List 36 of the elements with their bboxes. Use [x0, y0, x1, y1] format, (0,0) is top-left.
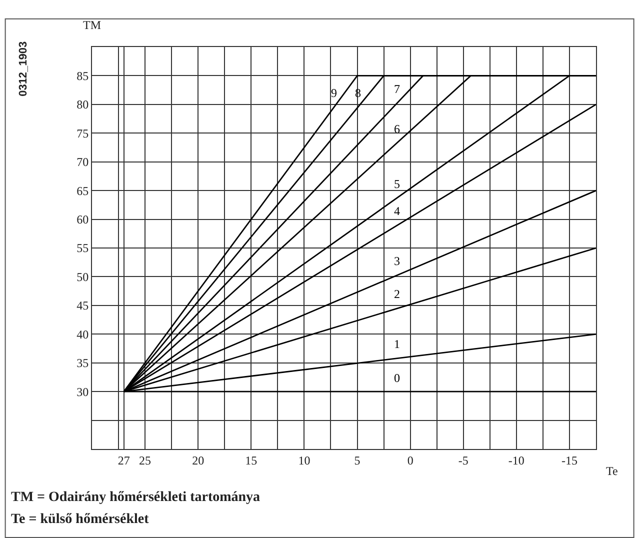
- y-tick-label: 65: [76, 184, 89, 198]
- x-tick-label: -5: [458, 453, 468, 468]
- y-tick-label: 30: [76, 384, 89, 399]
- series-label: 7: [394, 82, 400, 96]
- y-tick-label: 85: [76, 68, 89, 83]
- x-tick-label: 15: [245, 453, 258, 468]
- y-tick-label: 35: [76, 356, 89, 370]
- y-tick-label: 70: [76, 155, 89, 170]
- y-tick-label: 45: [76, 298, 89, 313]
- y-tick-label: 60: [76, 212, 89, 226]
- series-label: 9: [331, 86, 337, 100]
- series-label: 6: [394, 122, 400, 136]
- y-tick-label: 40: [76, 327, 89, 342]
- text: Te = külső hőmérséklet: [11, 512, 150, 527]
- x-tick-label: 5: [354, 453, 360, 468]
- series-label: 2: [394, 287, 400, 301]
- x-tick-label: 10: [298, 453, 310, 468]
- x-tick-label: 25: [139, 453, 152, 468]
- x-tick-label: -15: [561, 453, 578, 468]
- x-tick-label: 27: [118, 453, 130, 468]
- y-axis-title: TM: [83, 18, 102, 32]
- series-label: 3: [394, 254, 400, 268]
- x-tick-label: -10: [508, 453, 524, 468]
- x-tick-label: 0: [407, 453, 414, 468]
- y-tick-label: 80: [76, 98, 89, 112]
- series-label: 1: [394, 337, 400, 351]
- y-tick-label: 75: [76, 126, 89, 140]
- series-label: 5: [394, 177, 400, 191]
- text: 0312_1903: [18, 41, 30, 96]
- series-label: 0: [394, 371, 400, 385]
- y-tick-label: 50: [76, 270, 89, 284]
- text: TM = Odairány hőmérsékleti tartománya: [11, 490, 260, 505]
- x-tick-label: 20: [192, 453, 204, 468]
- x-axis-title: Te: [606, 464, 618, 478]
- y-tick-label: 55: [76, 241, 89, 256]
- series-label: 4: [394, 204, 400, 218]
